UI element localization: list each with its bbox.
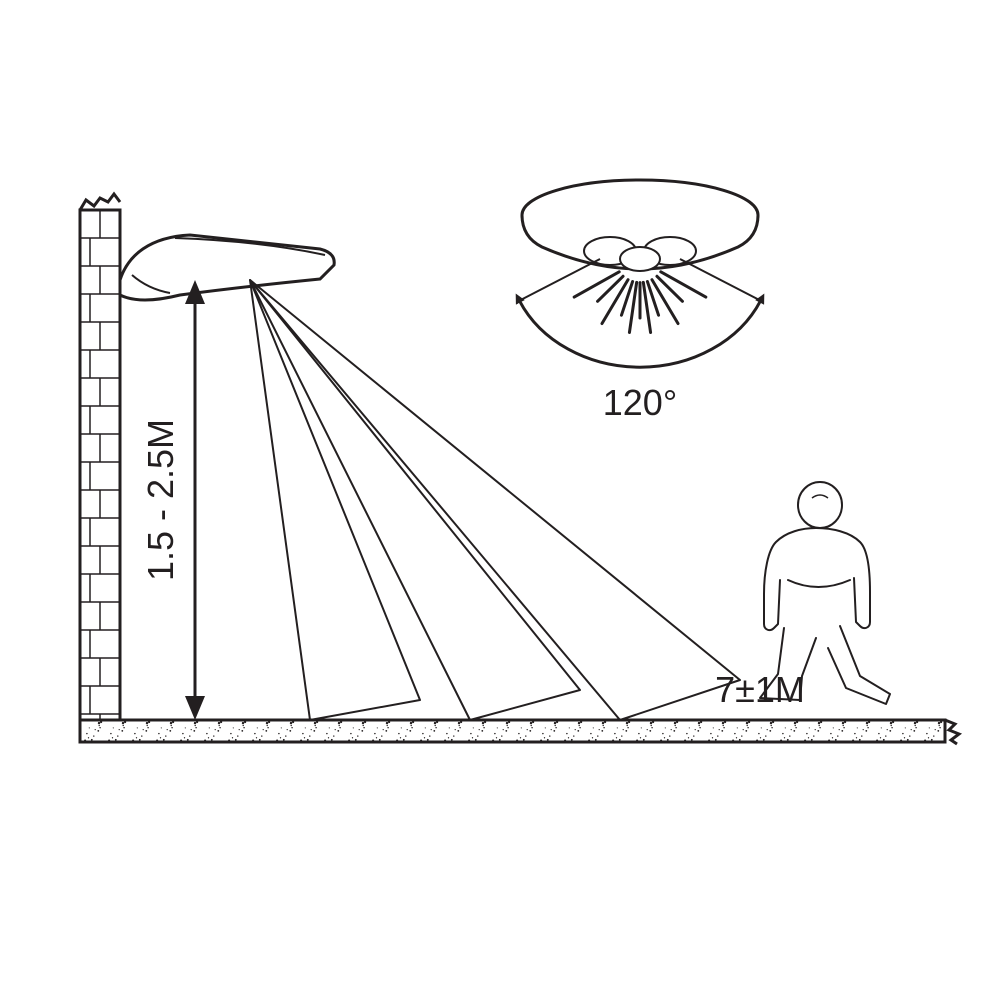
- height-range-label: 1.5 - 2.5M: [140, 419, 181, 581]
- sensor-coverage-diagram: 1.5 - 2.5M 120° 7±1M: [0, 0, 1000, 1000]
- detection-angle-label: 120°: [603, 382, 677, 423]
- detection-range-label: 7±1M: [715, 669, 805, 710]
- brick-wall: [80, 194, 120, 720]
- detection-beams: [250, 280, 740, 720]
- height-dimension: 1.5 - 2.5M: [140, 280, 205, 720]
- ground: [80, 720, 959, 744]
- angle-rays: [574, 272, 706, 333]
- wall-sensor-icon: [120, 235, 334, 300]
